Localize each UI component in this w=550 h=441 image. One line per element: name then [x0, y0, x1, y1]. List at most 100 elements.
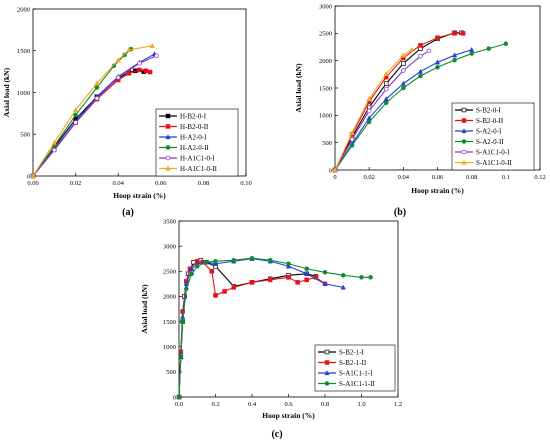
data-point: [249, 255, 255, 261]
data-point: [366, 96, 372, 102]
data-point: [154, 53, 159, 59]
y-tick-label: 1500: [17, 48, 30, 55]
x-tick-label: 0.04: [113, 180, 125, 187]
series-S-B2-1-I: [176, 257, 319, 400]
x-tick-label: 0.06: [432, 174, 444, 181]
x-tick-label: 0.10: [240, 180, 251, 187]
series-H-A1C1-0-I: [30, 53, 159, 179]
data-point: [178, 354, 184, 360]
legend-label: S-A2-0-II: [476, 138, 504, 146]
data-point: [126, 71, 132, 76]
data-point: [231, 285, 237, 290]
data-point: [143, 68, 149, 74]
data-point: [147, 69, 153, 75]
y-tick-label: 500: [322, 140, 332, 147]
legend-marker: [165, 145, 171, 150]
data-point: [322, 270, 328, 275]
legend-marker: [461, 139, 467, 144]
legend-label: H-A1C1-0-II: [180, 165, 218, 173]
x-tick-label: 0.08: [198, 180, 209, 187]
series-line: [334, 49, 413, 171]
series-line: [32, 69, 151, 177]
data-point: [115, 57, 121, 63]
y-axis-title: Axial load (kN): [2, 67, 11, 117]
x-tick-label: 0.12: [534, 174, 545, 181]
data-point: [94, 96, 100, 101]
x-tick-label: 1.0: [357, 401, 365, 408]
series-S-A1C1-0-II: [332, 46, 415, 173]
legend-marker: [324, 370, 330, 376]
data-point: [137, 61, 142, 66]
x-tick-label: 0.04: [398, 174, 410, 181]
data-point: [30, 173, 36, 179]
legend-label: S-B2-1-I: [339, 348, 365, 356]
series-S-B2-0-II: [332, 31, 466, 173]
y-tick-label: 1000: [17, 90, 30, 97]
data-point: [180, 319, 185, 324]
data-point: [452, 31, 457, 36]
data-point: [349, 137, 355, 142]
legend-marker: [165, 165, 171, 171]
y-axis-title: Axial load (kN): [294, 63, 303, 113]
y-tick-label: 0: [329, 167, 332, 174]
data-point: [384, 100, 389, 106]
data-point: [366, 119, 372, 125]
y-tick-label: 3000: [319, 3, 332, 10]
data-point: [286, 261, 291, 266]
data-point: [503, 41, 509, 46]
series-line: [32, 70, 144, 177]
data-point: [52, 147, 57, 153]
data-point: [72, 107, 79, 113]
legend-label: S-A1C1-0-II: [476, 159, 512, 167]
data-point: [451, 52, 458, 58]
legend-label: H-B2-0-I: [180, 112, 207, 120]
legend-marker: [461, 159, 467, 165]
series-H-B2-0-II: [30, 67, 153, 179]
legend-label: H-A2-0-I: [180, 133, 207, 141]
data-point: [51, 139, 57, 145]
legend-label: S-A1C1-1-II: [339, 380, 375, 388]
data-point: [401, 61, 406, 66]
data-point: [222, 289, 227, 294]
x-tick-label: 0.2: [211, 401, 219, 408]
legend-label: H-A2-0-II: [180, 144, 209, 152]
data-point: [340, 284, 346, 290]
data-point: [383, 70, 389, 76]
y-tick-label: 3000: [163, 243, 176, 250]
y-tick-label: 1500: [163, 319, 176, 326]
data-point: [469, 46, 475, 52]
series-H-A1C1-0-II: [30, 42, 155, 179]
x-axis-title: Hoop strain (%): [262, 411, 315, 420]
data-point: [349, 143, 355, 148]
data-point: [418, 54, 423, 59]
data-point: [149, 42, 155, 48]
legend-label: S-A1C1-0-I: [476, 148, 510, 156]
chart-panel-b: (b) 0 0.02 0.04 0.06 0.08 0.1 0.12 0 500 1000 1500…: [294, 3, 546, 218]
y-tick-label: 2500: [319, 31, 332, 38]
x-tick-label: 0.6: [284, 401, 293, 408]
data-point: [426, 48, 432, 54]
data-point: [452, 57, 457, 63]
data-point: [384, 81, 389, 86]
y-tick-label: 500: [20, 132, 30, 139]
data-point: [184, 286, 189, 292]
data-point: [209, 269, 215, 274]
series-S-A1C1-1-II: [176, 255, 373, 400]
data-point: [366, 108, 372, 114]
chart-panel-c: (c) 0.0 0.2 0.4 0.6 0.8 1.0 1.2 0 500 1000 1500 200…: [140, 218, 402, 440]
series-line: [334, 32, 462, 171]
panel-label-a: (a): [122, 207, 134, 218]
y-tick-label: 1000: [163, 344, 176, 351]
legend-marker: [165, 155, 171, 161]
data-point: [268, 257, 273, 263]
data-point: [73, 112, 78, 118]
legend-marker: [165, 113, 171, 119]
data-point: [295, 280, 300, 285]
y-tick-label: 0: [173, 394, 176, 401]
data-point: [285, 263, 292, 269]
data-point: [401, 85, 406, 91]
x-tick-label: 0.02: [363, 174, 374, 181]
legend-box: [155, 108, 239, 177]
legend: S-B2-0-I S-B2-0-II S-A2-0-I S-A2-0-II S-A1C1…: [451, 102, 535, 171]
